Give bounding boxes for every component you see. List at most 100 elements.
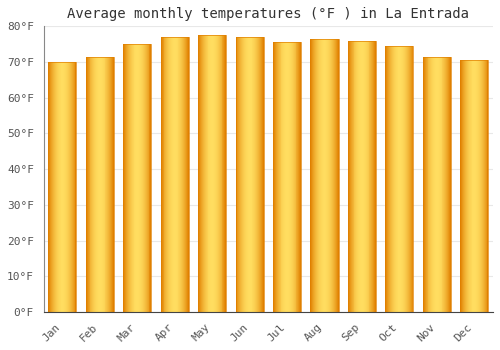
Bar: [96, 57, 97, 312]
Bar: [222, 35, 224, 312]
Bar: [439, 57, 440, 312]
Bar: [200, 35, 201, 312]
Bar: [173, 37, 174, 312]
Bar: [150, 44, 152, 312]
Bar: [185, 37, 186, 312]
Bar: [390, 46, 391, 312]
Bar: [123, 44, 152, 312]
Bar: [400, 46, 402, 312]
Bar: [428, 57, 430, 312]
Bar: [136, 44, 138, 312]
Bar: [138, 44, 139, 312]
Bar: [461, 60, 462, 312]
Bar: [474, 60, 476, 312]
Bar: [360, 41, 361, 312]
Bar: [359, 41, 360, 312]
Bar: [294, 42, 296, 312]
Bar: [321, 39, 322, 312]
Bar: [348, 41, 376, 312]
Bar: [332, 39, 333, 312]
Bar: [373, 41, 374, 312]
Bar: [465, 60, 466, 312]
Bar: [316, 39, 317, 312]
Bar: [317, 39, 318, 312]
Bar: [124, 44, 125, 312]
Bar: [148, 44, 150, 312]
Bar: [170, 37, 171, 312]
Bar: [479, 60, 480, 312]
Bar: [277, 42, 278, 312]
Bar: [393, 46, 394, 312]
Bar: [410, 46, 412, 312]
Bar: [48, 62, 50, 312]
Bar: [319, 39, 320, 312]
Bar: [112, 57, 113, 312]
Bar: [372, 41, 373, 312]
Bar: [274, 42, 275, 312]
Bar: [70, 62, 71, 312]
Bar: [90, 57, 92, 312]
Bar: [362, 41, 363, 312]
Bar: [470, 60, 472, 312]
Bar: [446, 57, 447, 312]
Bar: [352, 41, 354, 312]
Bar: [432, 57, 433, 312]
Bar: [139, 44, 140, 312]
Bar: [348, 41, 349, 312]
Bar: [97, 57, 98, 312]
Bar: [450, 57, 451, 312]
Bar: [472, 60, 474, 312]
Bar: [448, 57, 449, 312]
Bar: [366, 41, 368, 312]
Bar: [236, 37, 264, 312]
Bar: [386, 46, 388, 312]
Bar: [368, 41, 370, 312]
Bar: [370, 41, 372, 312]
Bar: [123, 44, 124, 312]
Bar: [486, 60, 488, 312]
Bar: [94, 57, 95, 312]
Bar: [92, 57, 94, 312]
Bar: [60, 62, 62, 312]
Bar: [215, 35, 216, 312]
Bar: [111, 57, 112, 312]
Bar: [408, 46, 409, 312]
Bar: [278, 42, 280, 312]
Bar: [198, 35, 226, 312]
Bar: [273, 42, 301, 312]
Bar: [330, 39, 331, 312]
Bar: [174, 37, 176, 312]
Bar: [326, 39, 328, 312]
Bar: [57, 62, 58, 312]
Bar: [86, 57, 88, 312]
Bar: [212, 35, 213, 312]
Bar: [460, 60, 461, 312]
Bar: [245, 37, 246, 312]
Bar: [406, 46, 407, 312]
Bar: [409, 46, 410, 312]
Bar: [243, 37, 244, 312]
Bar: [252, 37, 254, 312]
Bar: [206, 35, 208, 312]
Bar: [100, 57, 101, 312]
Bar: [183, 37, 184, 312]
Bar: [282, 42, 284, 312]
Bar: [244, 37, 245, 312]
Bar: [140, 44, 141, 312]
Bar: [426, 57, 428, 312]
Bar: [241, 37, 242, 312]
Bar: [50, 62, 51, 312]
Bar: [214, 35, 215, 312]
Bar: [104, 57, 106, 312]
Bar: [484, 60, 486, 312]
Bar: [405, 46, 406, 312]
Bar: [180, 37, 182, 312]
Bar: [248, 37, 250, 312]
Bar: [464, 60, 465, 312]
Bar: [204, 35, 206, 312]
Bar: [402, 46, 403, 312]
Bar: [391, 46, 392, 312]
Bar: [146, 44, 148, 312]
Bar: [167, 37, 168, 312]
Bar: [361, 41, 362, 312]
